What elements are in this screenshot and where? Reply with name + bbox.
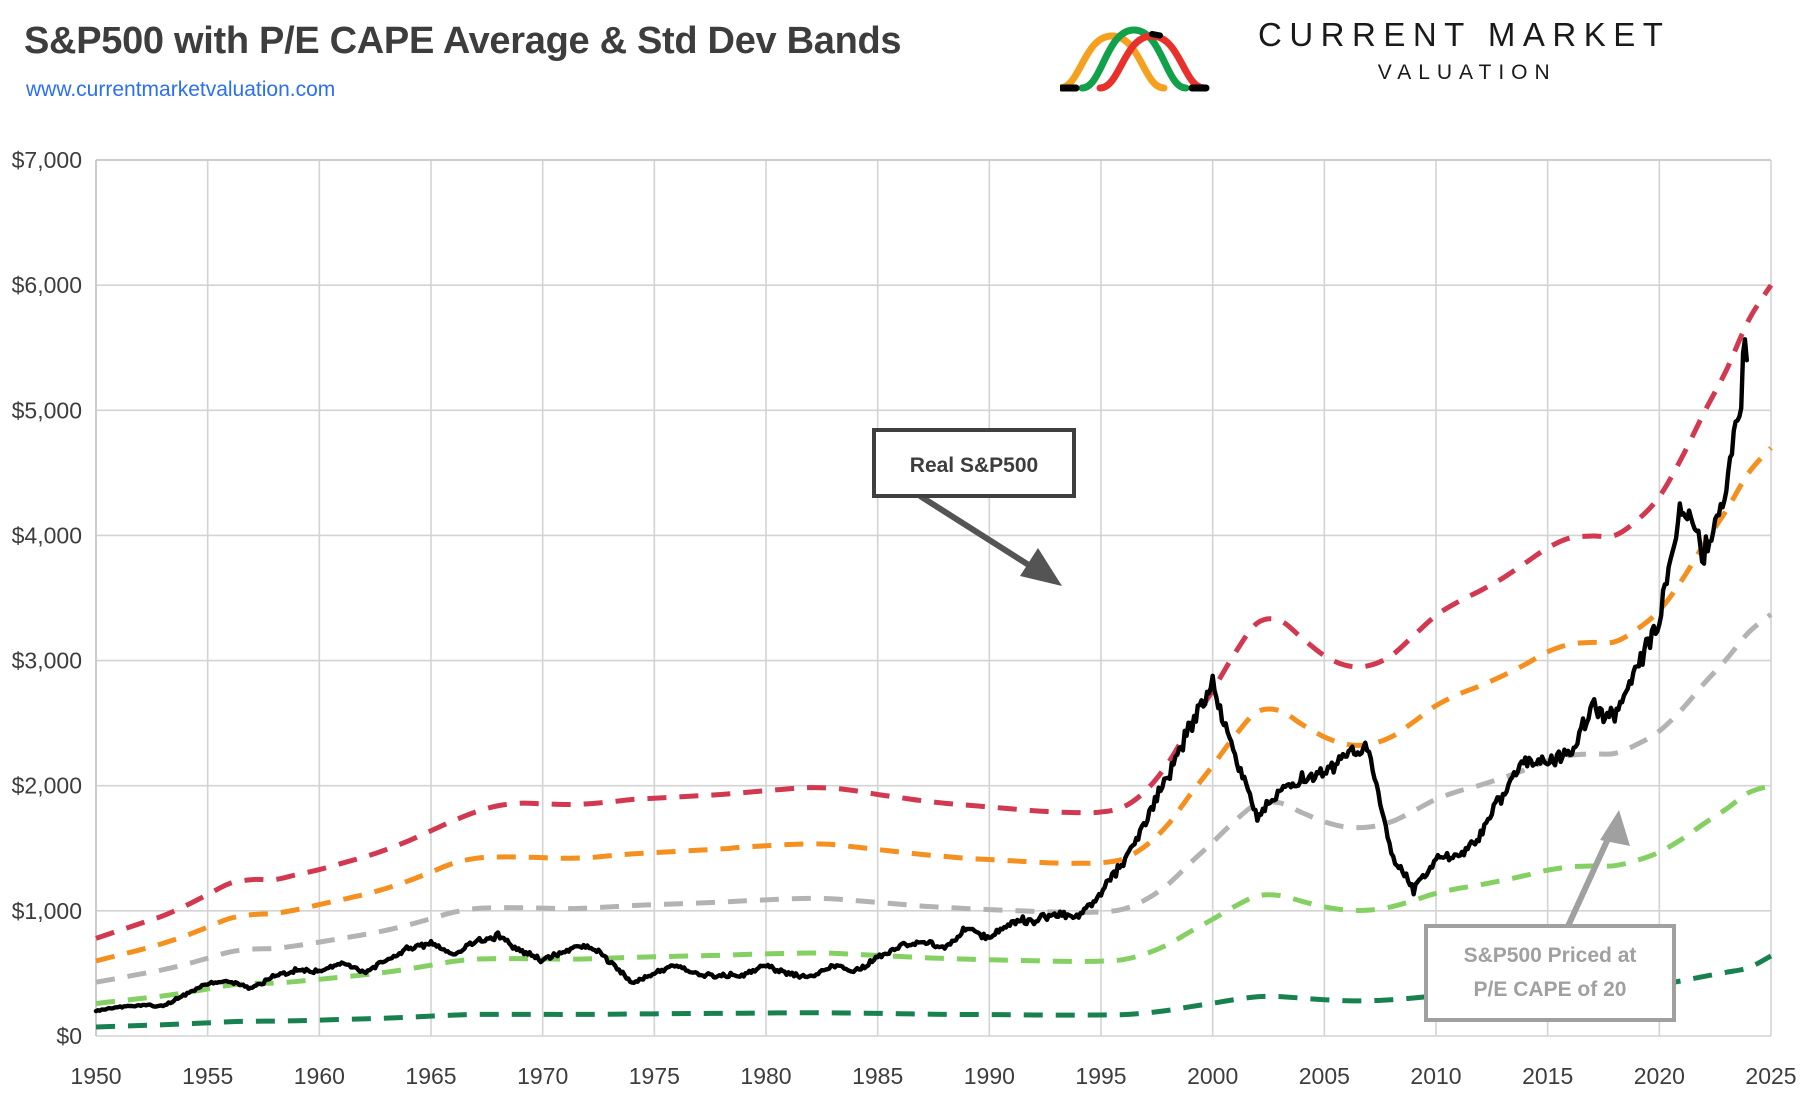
y-axis-tick-label: $6,000 [12,272,82,298]
x-axis-tick-label: 1950 [70,1063,121,1089]
y-axis-tick-label: $1,000 [12,898,82,924]
x-axis-tick-label: 2025 [1745,1063,1796,1089]
annotation-arrowhead-cape-20 [1600,810,1630,846]
annotation-cape-20: S&P500 Priced at P/E CAPE of 20 [1424,810,1676,1022]
annotation-label-cape-20-line-2: P/E CAPE of 20 [1474,978,1627,1001]
x-axis-tick-label: 1985 [852,1063,903,1089]
x-axis-tick-label: 2005 [1299,1063,1350,1089]
brand-wordmark: CURRENT MARKET VALUATION [1258,16,1670,85]
band-line-1-std-dev-p-e-cape [95,783,1772,1006]
x-axis-tick-label: 2020 [1634,1063,1685,1089]
x-axis-tick-label: 1965 [405,1063,456,1089]
x-axis-tick-label: 2000 [1187,1063,1238,1089]
band-line-1-std-dev-p-e-cape [95,446,1773,964]
x-axis-tick-label: 1970 [517,1063,568,1089]
x-axis-tick-label: 2015 [1522,1063,1573,1089]
annotation-real-sp500: Real S&P500 [872,428,1076,586]
annotation-box-cape-20 [1424,924,1676,1022]
page-title: S&P500 with P/E CAPE Average & Std Dev B… [24,20,902,62]
y-axis-tick-label: $4,000 [12,522,82,548]
real-sp500-line [93,337,1750,1014]
brand-logo-icon [1060,26,1210,92]
chart-header: S&P500 with P/E CAPE Average & Std Dev B… [0,0,1820,124]
y-axis-tick-label: $3,000 [12,648,82,674]
brand-name-primary: CURRENT MARKET [1258,16,1671,53]
x-axis-tick-label: 1980 [740,1063,791,1089]
y-axis-tick-label: $2,000 [12,773,82,799]
band-line-p-e-cape-average-mean [95,612,1773,985]
y-axis-tick-label: $7,000 [12,147,82,173]
x-axis-tick-label: 1975 [629,1063,680,1089]
x-axis-tick-label: 2010 [1410,1063,1461,1089]
band-line-2-std-dev-p-e-cape [95,283,1774,941]
x-axis-tick-label: 1955 [182,1063,233,1089]
annotation-label-real-sp500: Real S&P500 [910,454,1038,477]
chart-plot-area: $0 $1,000 $2,000 $3,000 $4,000 $5,000 $6,000 $7… [0,124,1820,1116]
chart-svg: $0 $1,000 $2,000 $3,000 $4,000 $5,000 $6,000 $7… [12,147,1797,1089]
y-axis-tick-label: $5,000 [12,397,82,423]
y-axis-tick-label: $0 [56,1023,82,1049]
band-line-2-std-dev-p-e-cape [95,953,1773,1030]
brand-name-secondary: VALUATION [1377,61,1557,84]
x-axis-tick-label: 1960 [294,1063,345,1089]
annotation-label-cape-20-line-1: S&P500 Priced at [1464,944,1637,967]
annotation-box-real-sp500 [872,428,1076,498]
x-axis-tick-label: 1990 [964,1063,1015,1089]
x-axis-tick-label: 1995 [1075,1063,1126,1089]
annotation-arrowhead-real-sp500 [1020,548,1062,586]
annotation-arrow-real-sp500 [918,493,1048,579]
source-url-link[interactable]: www.currentmarketvaluation.com [26,78,336,101]
